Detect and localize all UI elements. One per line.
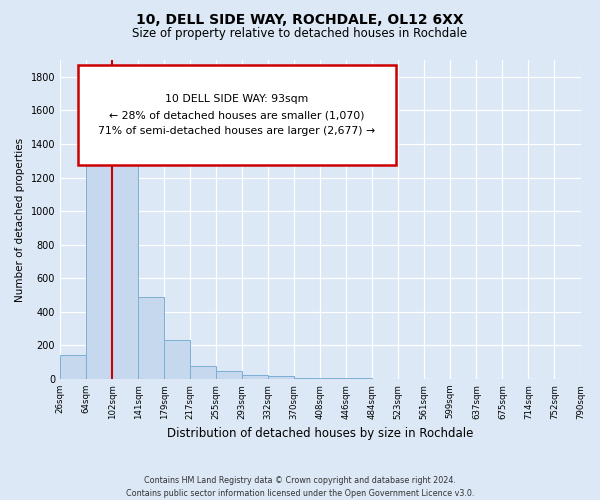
Bar [164,340,190,379]
Bar [346,378,373,379]
Bar [320,378,346,379]
Bar [190,366,216,379]
Bar [268,376,294,379]
Bar [294,378,320,379]
Text: Size of property relative to detached houses in Rochdale: Size of property relative to detached ho… [133,28,467,40]
Text: Contains HM Land Registry data © Crown copyright and database right 2024.
Contai: Contains HM Land Registry data © Crown c… [126,476,474,498]
X-axis label: Distribution of detached houses by size in Rochdale: Distribution of detached houses by size … [167,427,473,440]
Y-axis label: Number of detached properties: Number of detached properties [15,138,25,302]
Text: 10, DELL SIDE WAY, ROCHDALE, OL12 6XX: 10, DELL SIDE WAY, ROCHDALE, OL12 6XX [136,12,464,26]
Bar [112,142,138,379]
Bar [60,356,86,379]
Bar [138,296,164,379]
Bar [86,150,112,379]
Bar [242,374,268,379]
Bar [216,370,242,379]
Text: 10 DELL SIDE WAY: 93sqm
← 28% of detached houses are smaller (1,070)
71% of semi: 10 DELL SIDE WAY: 93sqm ← 28% of detache… [98,94,376,136]
